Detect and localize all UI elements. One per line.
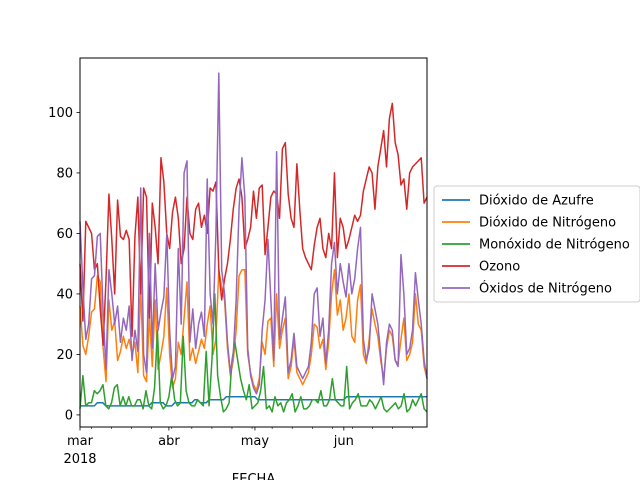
y-tick-label: 100: [48, 106, 73, 121]
plot-area: [79, 57, 428, 428]
x-tick-label: mar: [67, 434, 94, 449]
x-axis-label: FECHA: [232, 472, 276, 480]
legend: Dióxido de Azufre Dióxido de Nitrógeno Mon…: [433, 185, 640, 303]
x-tick-label: jun: [333, 434, 354, 449]
legend-box: [433, 185, 640, 303]
series-line-dioxido-de-azufre: [80, 396, 427, 407]
y-tick-label: 60: [56, 227, 73, 242]
legend-label: Dióxido de Nitrógeno: [479, 216, 616, 231]
x-axis: mar 2018 abr may jun: [63, 427, 413, 467]
x-tick-label: may: [241, 434, 270, 449]
x-tick-sublabel: 2018: [63, 452, 96, 467]
y-tick-label: 40: [56, 287, 73, 302]
legend-label: Monóxido de Nitrógeno: [479, 238, 630, 253]
series-line-monoxido-de-nitrogeno: [79, 293, 428, 413]
legend-label: Ozono: [479, 260, 520, 275]
legend-label: Dióxido de Azufre: [479, 194, 594, 209]
x-tick-label: abr: [158, 434, 180, 449]
y-axis: 0 20 40 60 80 100: [48, 106, 80, 423]
y-tick-label: 0: [65, 408, 73, 423]
series-line-ozono: [79, 102, 428, 347]
plot-frame: [79, 57, 428, 428]
series-lines: [79, 72, 428, 413]
series-line-oxidos-de-nitrogeno: [79, 72, 428, 395]
legend-label: Óxidos de Nitrógeno: [479, 281, 612, 297]
y-tick-label: 80: [56, 166, 73, 181]
y-tick-label: 20: [56, 348, 73, 363]
